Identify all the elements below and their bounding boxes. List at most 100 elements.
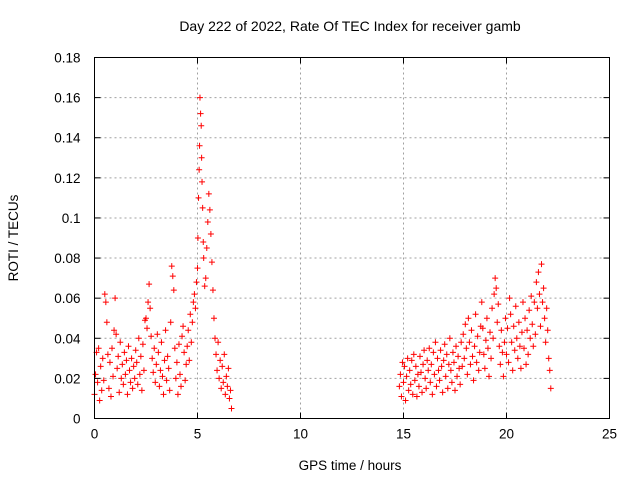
data-point	[421, 347, 428, 354]
data-point	[422, 375, 429, 382]
data-point	[149, 355, 156, 362]
data-point	[205, 190, 212, 197]
data-point	[99, 355, 106, 362]
data-point	[172, 375, 179, 382]
y-axis-label: ROTI / TECUs	[6, 194, 21, 281]
data-point	[463, 345, 470, 352]
y-ticks: 0 0.02 0.04 0.06 0.08 0.1 0.12 0.14 0.16 0.18	[54, 51, 610, 427]
data-point	[121, 349, 128, 356]
data-point	[472, 311, 479, 318]
data-point	[475, 367, 482, 374]
data-point	[224, 383, 231, 390]
y-tick-label: 0.16	[54, 91, 80, 106]
data-point	[425, 367, 432, 374]
data-point	[470, 377, 477, 384]
data-point	[135, 335, 142, 342]
y-tick-label: 0.04	[54, 331, 81, 346]
data-point	[222, 391, 229, 398]
data-point	[206, 206, 213, 213]
data-point	[434, 355, 441, 362]
data-point	[402, 397, 409, 404]
data-point	[428, 361, 435, 368]
axes-layer	[94, 57, 610, 419]
data-point	[182, 377, 189, 384]
x-tick-label: 15	[396, 427, 411, 442]
data-point	[539, 299, 546, 306]
data-point	[204, 218, 211, 225]
y-tick-label: 0	[73, 412, 81, 427]
data-point	[170, 287, 177, 294]
data-point	[541, 315, 548, 322]
data-point	[196, 142, 203, 149]
data-point	[454, 373, 461, 380]
data-point	[116, 389, 123, 396]
y-tick-label: 0.02	[54, 371, 80, 386]
data-point	[163, 377, 170, 384]
data-point	[519, 299, 526, 306]
data-point	[493, 285, 500, 292]
data-point	[464, 371, 471, 378]
data-point	[200, 239, 207, 246]
data-point	[510, 323, 517, 330]
data-point	[185, 327, 192, 334]
data-point	[171, 345, 178, 352]
data-point	[145, 299, 152, 306]
data-point	[409, 391, 416, 398]
data-point	[523, 361, 530, 368]
data-point	[540, 285, 547, 292]
data-point	[114, 365, 121, 372]
y-tick-label: 0.08	[54, 251, 80, 266]
data-point	[152, 379, 159, 386]
data-point	[158, 339, 165, 346]
data-point	[215, 339, 222, 346]
data-point	[534, 305, 541, 312]
data-point	[169, 273, 176, 280]
data-point	[433, 383, 440, 390]
data-point	[497, 361, 504, 368]
data-point	[192, 305, 199, 312]
data-point	[424, 357, 431, 364]
data-point	[487, 329, 494, 336]
data-point	[418, 369, 425, 376]
data-point	[168, 263, 175, 270]
data-point	[156, 383, 163, 390]
data-point	[482, 337, 489, 344]
data-point	[459, 363, 466, 370]
data-point	[176, 371, 183, 378]
data-point	[146, 281, 153, 288]
data-point	[496, 343, 503, 350]
data-point	[164, 353, 171, 360]
data-point	[411, 377, 418, 384]
data-point	[494, 319, 501, 326]
data-point	[118, 375, 125, 382]
data-point	[213, 351, 220, 358]
data-point	[528, 293, 535, 300]
data-point	[137, 353, 144, 360]
data-point	[165, 365, 172, 372]
data-point	[450, 359, 457, 366]
data-point	[505, 359, 512, 366]
data-point	[103, 319, 110, 326]
data-point	[532, 331, 539, 338]
data-point	[138, 387, 145, 394]
data-point	[504, 325, 511, 332]
data-point	[113, 331, 120, 338]
data-point	[536, 291, 543, 298]
data-point	[193, 279, 200, 286]
data-point	[102, 299, 109, 306]
data-point	[485, 373, 492, 380]
data-point	[223, 373, 230, 380]
data-point	[187, 311, 194, 318]
data-point	[488, 355, 495, 362]
data-point	[498, 327, 505, 334]
data-point	[468, 327, 475, 334]
data-point	[196, 94, 203, 101]
data-point	[514, 355, 521, 362]
data-point	[499, 349, 506, 356]
data-point	[220, 379, 227, 386]
data-point	[120, 381, 127, 388]
data-point	[443, 351, 450, 358]
data-point	[466, 339, 473, 346]
